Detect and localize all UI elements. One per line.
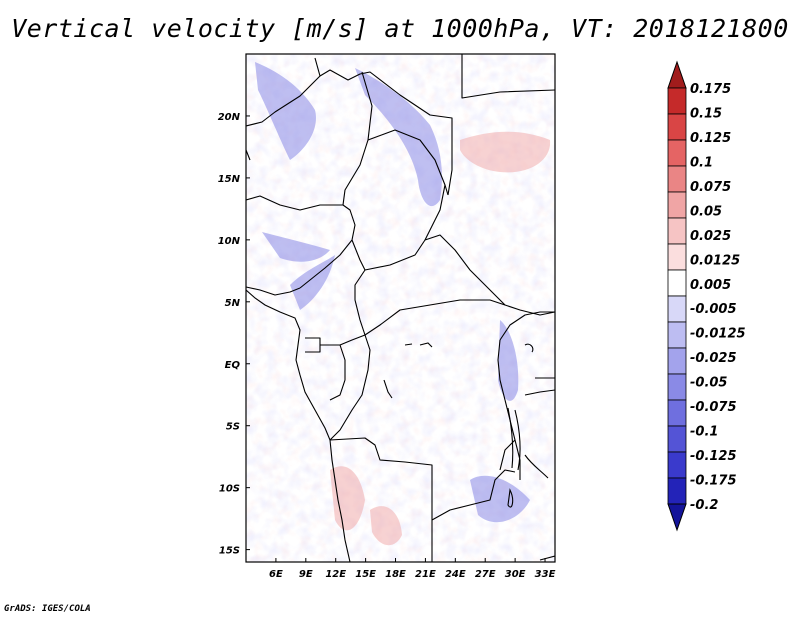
lon-tick-label: 15E xyxy=(355,569,376,580)
lat-tick-label: EQ xyxy=(225,360,241,371)
colorbar: 0.175 0.15 0.125 0.1 0.075 0.05 0.025 0.0125 0.0… xyxy=(667,60,746,532)
plot-area xyxy=(246,54,555,562)
colorbar-label: -0.1 xyxy=(690,425,718,440)
colorbar-label: 0.1 xyxy=(690,155,713,170)
lat-tick-label: 5S xyxy=(226,422,240,433)
colorbar-swatch xyxy=(667,451,687,479)
strong-negative-areas xyxy=(255,62,530,523)
colorbar-swatch xyxy=(667,87,687,115)
colorbar-label: 0.05 xyxy=(690,204,722,219)
colorbar-min-arrow xyxy=(667,503,687,532)
colorbar-swatch xyxy=(667,399,687,427)
colorbar-label: 0.0125 xyxy=(690,253,740,268)
lon-tick-label: 24E xyxy=(445,569,466,580)
colorbar-label: -0.2 xyxy=(690,498,718,513)
lon-tick-label: 6E xyxy=(269,569,283,580)
lon-tick-label: 27E xyxy=(475,569,496,580)
colorbar-swatch xyxy=(667,373,687,401)
colorbar-swatch xyxy=(667,425,687,453)
colorbar-label: 0.025 xyxy=(690,229,731,244)
colorbar-swatch xyxy=(667,295,687,323)
colorbar-label: 0.175 xyxy=(690,82,731,97)
map-title: Vertical velocity [m/s] at 1000hPa, VT: … xyxy=(11,14,789,43)
colorbar-swatch xyxy=(667,243,687,271)
colorbar-label: -0.005 xyxy=(690,302,737,317)
colorbar-max-arrow xyxy=(667,60,687,89)
credit-text: GrADS: IGES/COLA xyxy=(4,604,91,614)
lat-tick-label: 5N xyxy=(225,298,241,309)
coastline xyxy=(246,289,555,562)
colorbar-swatch xyxy=(667,321,687,349)
colorbar-swatch xyxy=(667,139,687,167)
longitude-axis: 6E 9E 12E 15E 18E 21E 24E 27E 30E 33E xyxy=(269,558,556,580)
lon-tick-label: 12E xyxy=(325,569,346,580)
colorbar-swatch xyxy=(667,113,687,141)
colorbar-swatch xyxy=(667,191,687,219)
lon-tick-label: 21E xyxy=(415,569,436,580)
lat-tick-label: 20N xyxy=(218,112,241,123)
lat-tick-label: 10S xyxy=(219,484,240,495)
colorbar-label: 0.075 xyxy=(690,180,731,195)
lon-tick-label: 9E xyxy=(299,569,313,580)
country-borders xyxy=(246,54,555,562)
lat-tick-label: 15S xyxy=(219,546,240,557)
latitude-axis: 20N 15N 10N 5N EQ 5S 10S 15S xyxy=(218,112,250,557)
colorbar-swatch xyxy=(667,477,687,505)
strong-positive-areas xyxy=(330,131,551,546)
colorbar-swatch xyxy=(667,165,687,193)
colorbar-label: -0.175 xyxy=(690,474,737,489)
lat-tick-label: 10N xyxy=(218,236,241,247)
colorbar-label: -0.125 xyxy=(690,449,737,464)
lon-tick-label: 30E xyxy=(505,569,526,580)
colorbar-swatch xyxy=(667,269,687,297)
colorbar-label: -0.05 xyxy=(690,376,727,391)
colorbar-label: 0.125 xyxy=(690,131,731,146)
lat-tick-label: 15N xyxy=(218,174,241,185)
colorbar-label: -0.025 xyxy=(690,351,737,366)
colorbar-label: 0.15 xyxy=(690,106,722,121)
lon-tick-label: 33E xyxy=(535,569,556,580)
colorbar-label: -0.0125 xyxy=(690,327,746,342)
lon-tick-label: 18E xyxy=(385,569,406,580)
colorbar-label: -0.075 xyxy=(690,400,737,415)
colorbar-swatch xyxy=(667,217,687,245)
colorbar-swatch xyxy=(667,347,687,375)
colorbar-label: 0.005 xyxy=(690,278,731,293)
plot-frame xyxy=(245,53,556,563)
